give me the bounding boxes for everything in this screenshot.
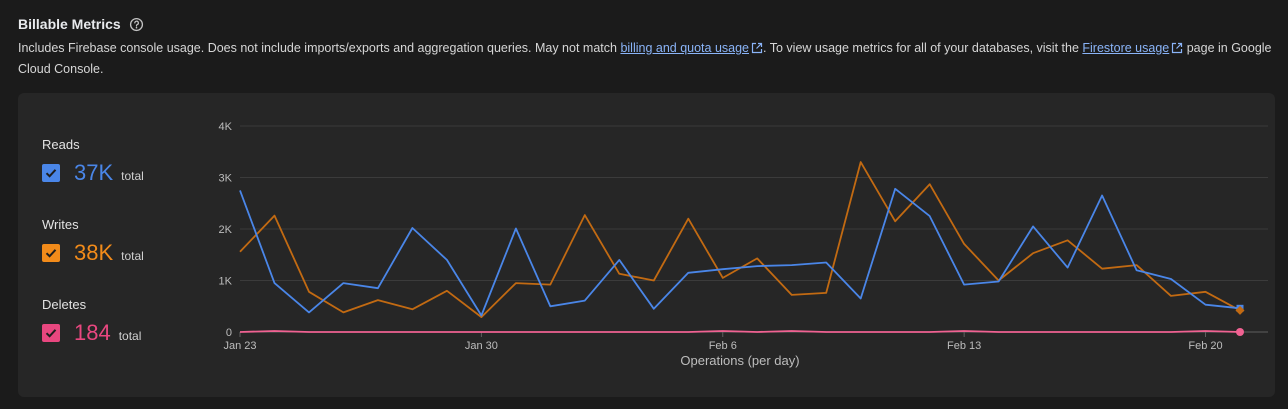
series-line-deletes [239, 330, 1241, 333]
writes-checkbox[interactable] [42, 244, 60, 262]
legend-label: Writes [42, 217, 79, 232]
description: Includes Firebase console usage. Does no… [18, 38, 1278, 80]
series-line-writes [239, 161, 1241, 319]
deletes-total-value: 184 [74, 320, 111, 345]
metrics-legend: Reads 37K total Writes 38K total Deletes [42, 137, 212, 377]
section-title: Billable Metrics [18, 16, 121, 32]
x-tick-label: Jan 30 [465, 340, 498, 352]
legend-label: Reads [42, 137, 80, 152]
x-tick-label: Feb 13 [947, 340, 981, 352]
deletes-end-marker [1236, 328, 1244, 336]
reads-total-value: 37K [74, 160, 114, 185]
y-tick-label: 0 [226, 327, 232, 339]
x-tick-label: Feb 6 [709, 340, 737, 352]
writes-total-value: 38K [74, 240, 114, 265]
open-in-new-icon [1171, 40, 1183, 54]
series-line-reads [239, 187, 1241, 317]
legend-deletes: Deletes 184 total [42, 297, 212, 377]
description-text: . To view usage metrics for all of your … [763, 41, 1083, 55]
x-tick-label: Feb 20 [1188, 340, 1222, 352]
y-tick-label: 3K [219, 173, 233, 185]
x-axis-label: Operations (per day) [680, 353, 799, 368]
billing-quota-link[interactable]: billing and quota usage [620, 41, 750, 55]
total-suffix: total [118, 329, 142, 343]
reads-checkbox[interactable] [42, 164, 60, 182]
total-suffix: total [121, 169, 144, 183]
y-tick-label: 4K [219, 121, 233, 133]
metrics-chart-card: Reads 37K total Writes 38K total Deletes [18, 93, 1275, 397]
firestore-usage-link[interactable]: Firestore usage [1082, 41, 1170, 55]
x-tick-label: Jan 23 [223, 340, 256, 352]
checkmark-icon [45, 249, 57, 258]
y-tick-label: 1K [219, 276, 233, 288]
total-suffix: total [121, 249, 144, 263]
checkmark-icon [45, 169, 57, 178]
legend-writes: Writes 38K total [42, 217, 212, 297]
open-in-new-icon [751, 40, 763, 54]
legend-label: Deletes [42, 297, 87, 312]
description-text: Includes Firebase console usage. Does no… [18, 41, 621, 55]
legend-reads: Reads 37K total [42, 137, 212, 217]
y-tick-label: 2K [219, 224, 233, 236]
help-circle-icon[interactable] [129, 17, 144, 32]
writes-end-marker [1235, 305, 1245, 315]
billable-metrics-header: Billable Metrics Includes Firebase conso… [18, 14, 1278, 80]
operations-line-chart: 0 1K 2K 3K 4K Jan 23 Jan 30 Feb 6 Feb 13 Feb 20 Op… [219, 121, 1268, 368]
description-text: page in Google Cloud Console. [18, 41, 1272, 76]
deletes-checkbox[interactable] [42, 324, 60, 342]
checkmark-icon [45, 329, 57, 338]
